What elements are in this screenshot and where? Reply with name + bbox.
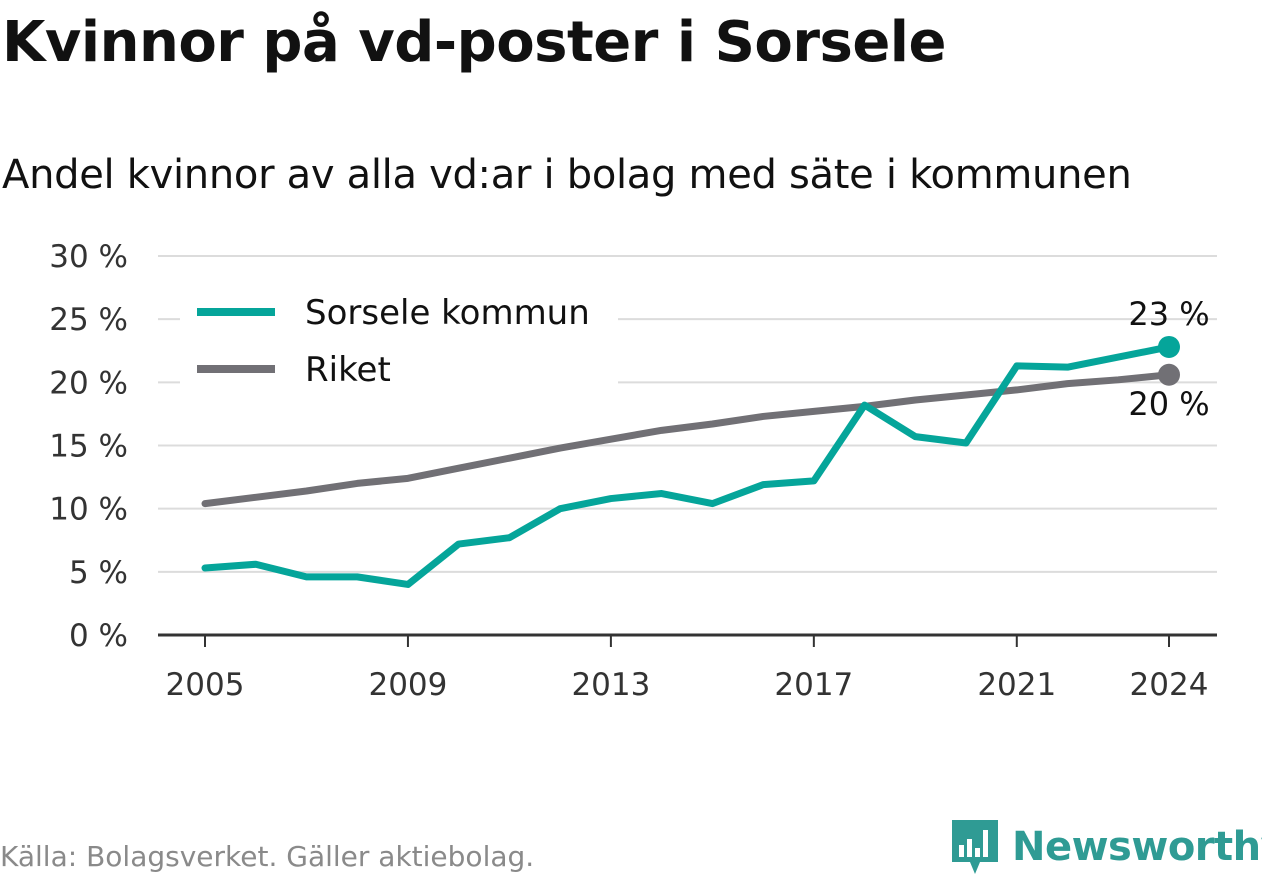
- x-tick-label: 2017: [774, 667, 853, 703]
- legend-background: [180, 284, 618, 394]
- chart-subtitle: Andel kvinnor av alla vd:ar i bolag med …: [2, 152, 1132, 198]
- legend: Sorsele kommun Riket: [180, 284, 618, 394]
- x-tick-label: 2021: [977, 667, 1056, 703]
- x-tick-label: 2013: [571, 667, 650, 703]
- y-tick-label: 15 %: [49, 429, 128, 465]
- x-tick-label: 2009: [368, 667, 447, 703]
- y-tick-label: 5 %: [69, 555, 128, 591]
- y-tick-label: 30 %: [49, 239, 128, 275]
- source-note: Källa: Bolagsverket. Gäller aktiebolag.: [0, 840, 535, 873]
- end-point-marker: [1158, 363, 1180, 386]
- y-axis-tick-labels: 0 % 5 % 10 % 15 % 20 % 25 % 30 %: [49, 239, 128, 654]
- end-point-marker: [1158, 335, 1180, 358]
- end-value-label: 20 %: [1128, 385, 1209, 423]
- newsworthy-logo-icon: [952, 820, 998, 874]
- series-line-sorsele: [201, 343, 1173, 588]
- x-tick-label: 2005: [166, 667, 245, 703]
- brand-logo[interactable]: Newsworthy: [950, 818, 1262, 876]
- x-axis: 2005 2009 2013 2017 2021 2024: [158, 633, 1217, 703]
- legend-label: Riket: [305, 350, 391, 390]
- y-tick-label: 10 %: [49, 492, 128, 528]
- x-tick-label: 2024: [1130, 667, 1209, 703]
- series-line-riket: [201, 371, 1173, 508]
- series-lines: [201, 343, 1173, 588]
- legend-label: Sorsele kommun: [305, 293, 590, 333]
- y-tick-label: 20 %: [49, 365, 128, 401]
- chart-title: Kvinnor på vd-poster i Sorsele: [2, 10, 946, 75]
- end-points: 23 % 20 %: [1128, 295, 1209, 423]
- y-tick-label: 0 %: [69, 618, 128, 654]
- end-value-label: 23 %: [1128, 295, 1209, 333]
- brand-name: Newsworthy: [1012, 824, 1262, 870]
- y-tick-label: 25 %: [49, 302, 128, 338]
